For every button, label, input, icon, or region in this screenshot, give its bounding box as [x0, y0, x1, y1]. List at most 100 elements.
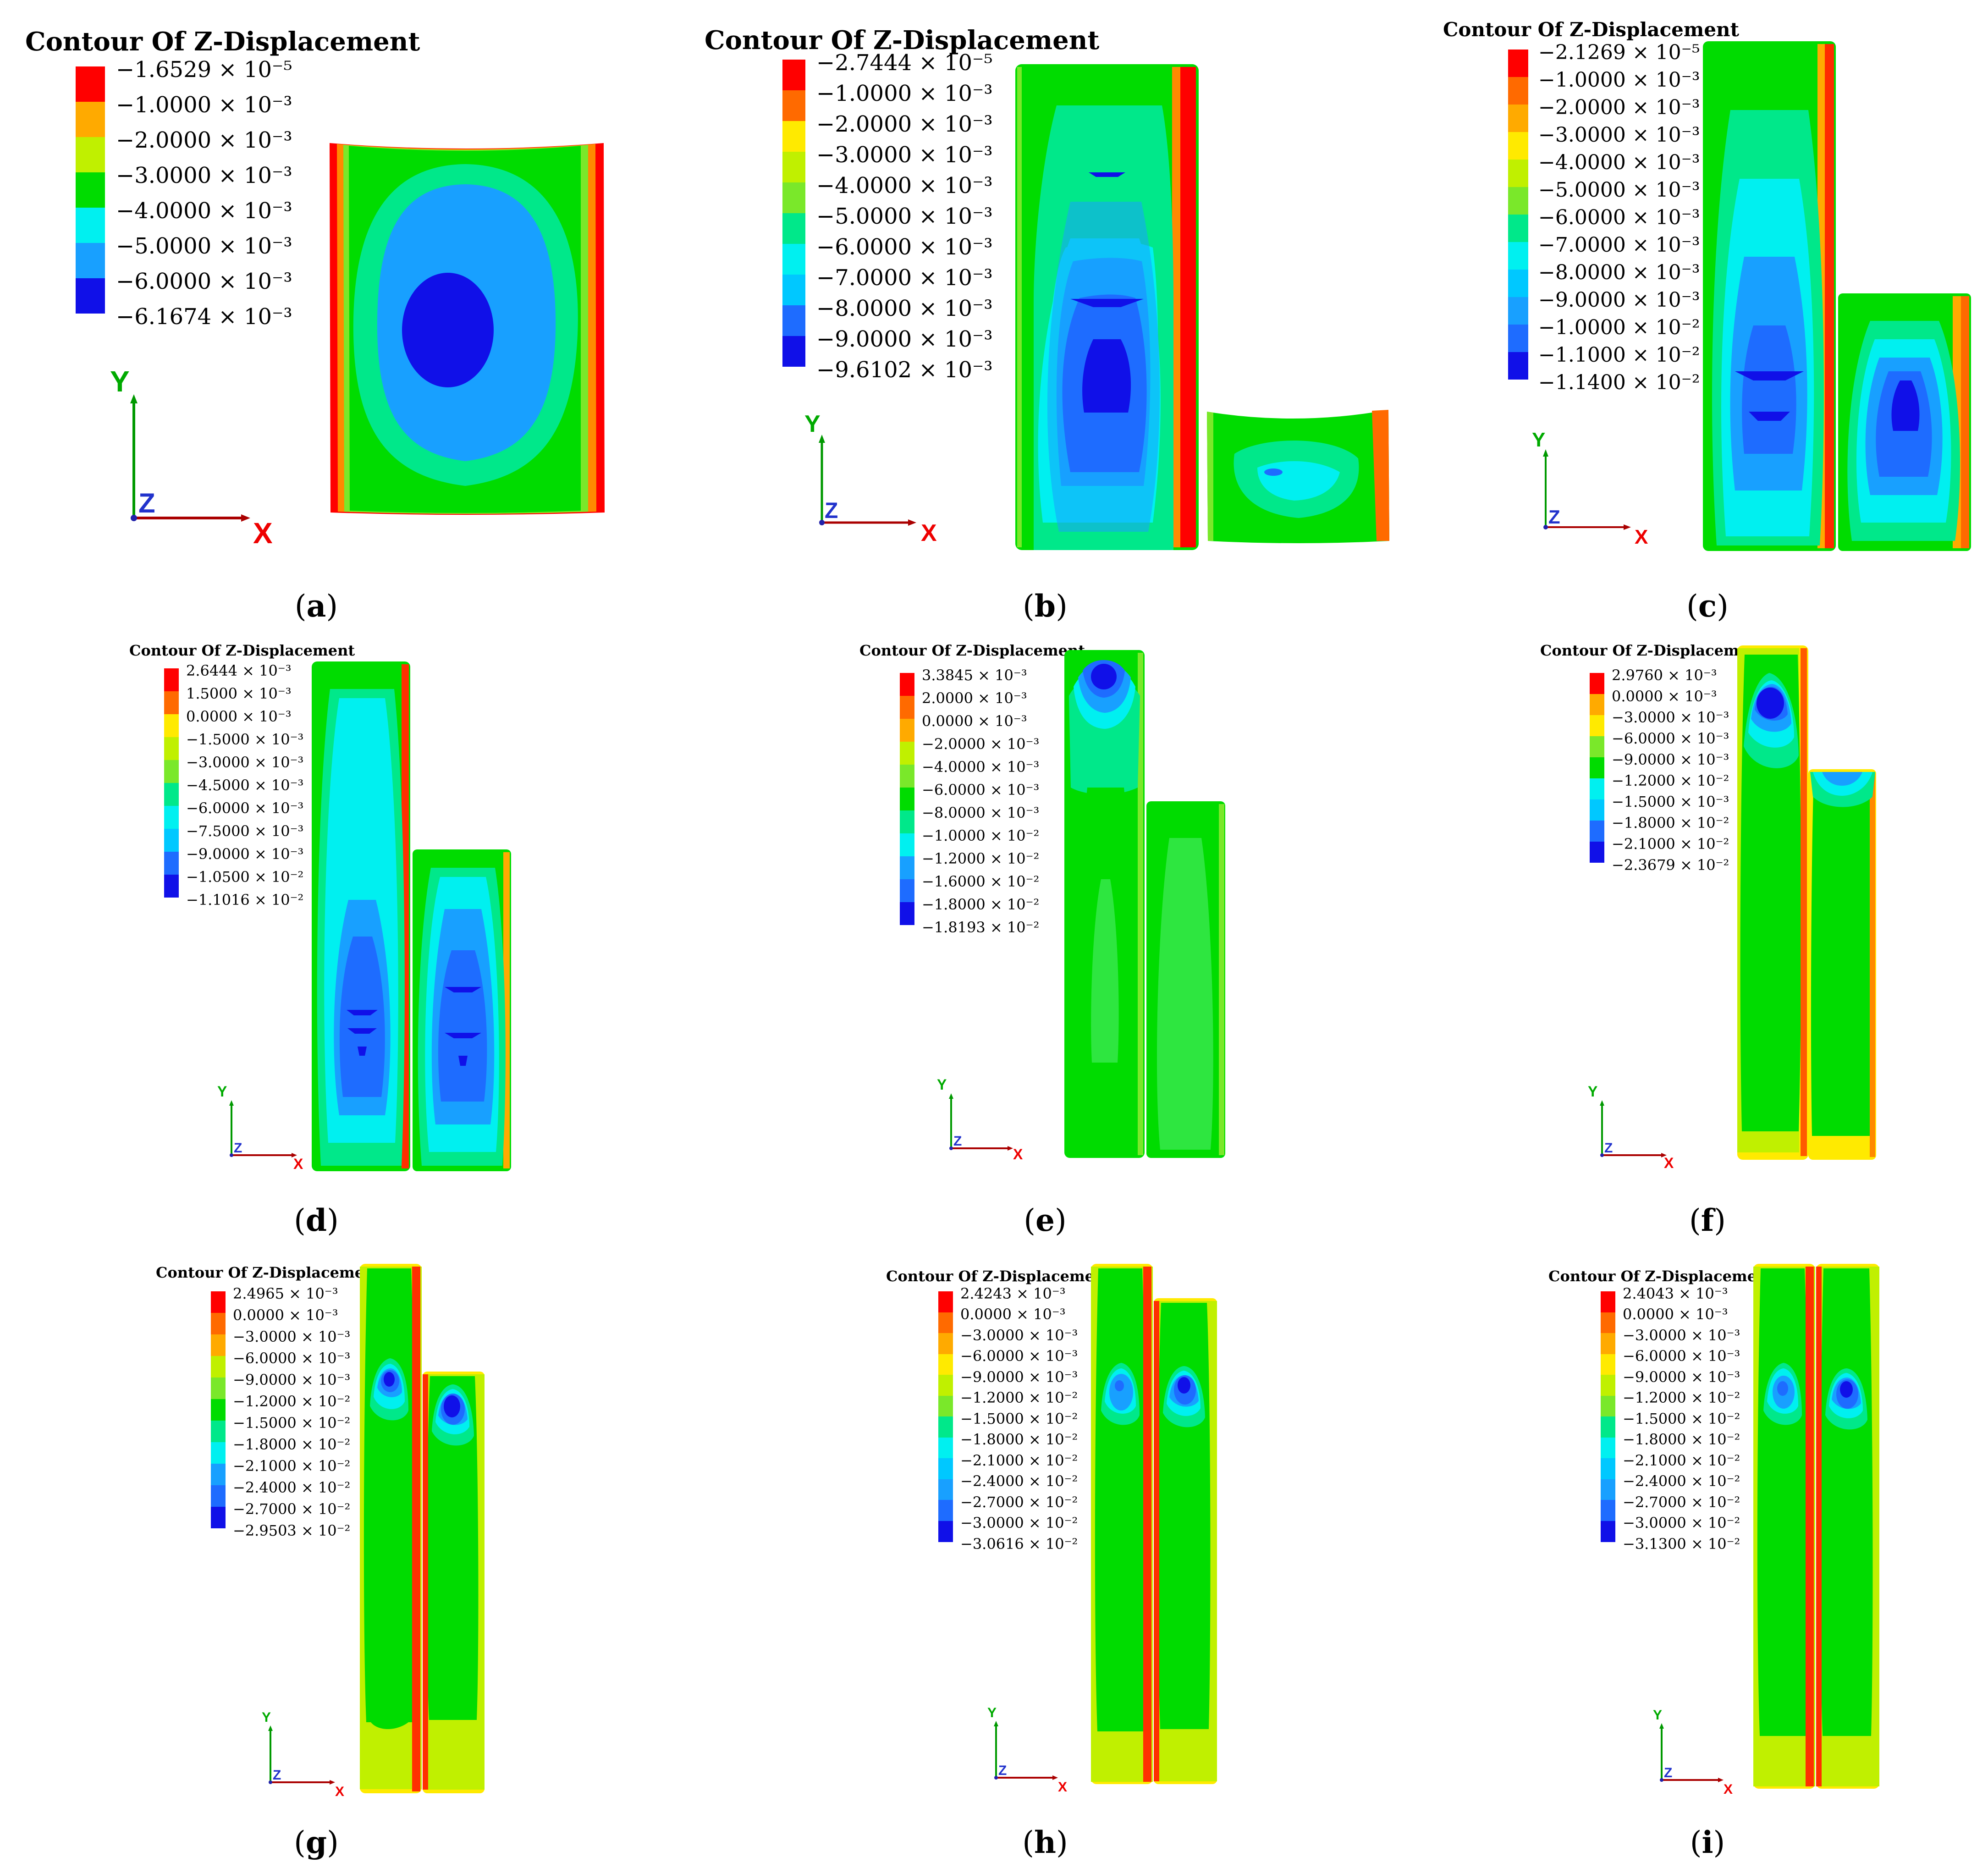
legend-swatch: [76, 208, 105, 243]
legend-swatch: [1590, 842, 1604, 863]
displacement-model: [413, 849, 511, 1171]
legend-label: −3.0000 × 10⁻²: [960, 1514, 1078, 1532]
displacement-model: [1737, 645, 1808, 1160]
legend-swatch: [1590, 715, 1604, 736]
legend-swatch: [938, 1416, 953, 1438]
displacement-model: [330, 143, 605, 515]
legend-label: −2.0000 × 10⁻³: [1538, 95, 1700, 119]
panel-i: Contour Of Z-Displacement 2.4043 × 10⁻³ 0…: [1325, 1245, 1987, 1868]
legend-label: 0.0000 × 10⁻³: [1612, 687, 1717, 705]
legend-label: −6.0000 × 10⁻³: [960, 1347, 1078, 1365]
legend-label: −5.0000 × 10⁻³: [116, 233, 292, 259]
panel-title: Contour Of Z-Displacement: [1443, 18, 1739, 41]
legend-label: 2.9760 × 10⁻³: [1612, 666, 1717, 684]
axis-label-z: Z: [825, 499, 838, 523]
legend-label: −9.6102 × 10⁻³: [816, 357, 993, 383]
legend-label: −1.2000 × 10⁻²: [922, 849, 1040, 867]
displacement-model: [1207, 410, 1389, 543]
legend-swatch: [211, 1442, 226, 1464]
legend-swatch: [211, 1291, 226, 1313]
axis-label-y: Y: [987, 1705, 997, 1720]
legend-swatch: [211, 1356, 226, 1378]
legend-swatch: [1601, 1375, 1615, 1396]
legend-swatch: [900, 833, 914, 856]
panel-caption: (e): [1024, 1202, 1067, 1238]
legend-label: −3.0000 × 10⁻³: [1538, 123, 1700, 147]
legend-label: −1.5000 × 10⁻²: [960, 1410, 1078, 1427]
legend-label: −2.3679 × 10⁻²: [1612, 856, 1729, 874]
legend-swatch: [1601, 1395, 1615, 1417]
legend-swatch: [938, 1375, 953, 1396]
legend-swatch: [1601, 1458, 1615, 1479]
panel-caption: (f): [1689, 1202, 1726, 1238]
legend-label: −4.0000 × 10⁻³: [816, 173, 993, 199]
legend-label: −1.2000 × 10⁻²: [1623, 1389, 1740, 1407]
legend-label: −1.6529 × 10⁻⁵: [116, 57, 292, 83]
displacement-model: [1753, 1264, 1815, 1789]
axis-label-z: Z: [273, 1768, 281, 1783]
legend-swatch: [211, 1464, 226, 1485]
legend-swatch: [1590, 694, 1604, 715]
legend-label: −2.7444 × 10⁻⁵: [816, 50, 993, 76]
axis-label-y: Y: [1532, 429, 1545, 451]
legend-swatch: [211, 1421, 226, 1442]
legend-label: −9.0000 × 10⁻³: [233, 1371, 351, 1389]
legend-label: −1.8000 × 10⁻²: [1612, 814, 1729, 832]
legend-label: −2.7000 × 10⁻²: [1623, 1493, 1740, 1511]
legend-label: −6.0000 × 10⁻³: [816, 234, 993, 260]
legend-label: −3.0000 × 10⁻³: [1612, 708, 1729, 726]
legend-label: −4.0000 × 10⁻³: [1538, 150, 1700, 174]
legend-swatch: [1601, 1416, 1615, 1438]
panel-title: Contour Of Z-Displacement: [705, 25, 1100, 55]
legend-swatch: [900, 742, 914, 765]
legend-label: −6.0000 × 10⁻³: [1538, 205, 1700, 229]
legend-swatch: [938, 1500, 953, 1521]
legend-swatch: [938, 1395, 953, 1417]
legend-label: −3.0000 × 10⁻³: [116, 163, 292, 189]
displacement-model: [1091, 1264, 1153, 1784]
legend-label: −1.1400 × 10⁻²: [1538, 370, 1700, 394]
axis-label-x: X: [921, 520, 937, 546]
legend-label: −1.1016 × 10⁻²: [186, 891, 304, 909]
panel-caption: (b): [1023, 588, 1068, 624]
legend-swatch: [76, 137, 105, 172]
legend-label: −8.0000 × 10⁻³: [1538, 260, 1700, 284]
panel-title: Contour Of Z-Displacement: [25, 27, 420, 57]
panel-f: Contour Of Z-Displacement 2.9760 × 10⁻³ 0…: [1325, 623, 1987, 1245]
axis-label-y: Y: [110, 365, 130, 398]
legend-swatch: [164, 760, 179, 783]
legend-label: −1.0500 × 10⁻²: [186, 868, 304, 886]
legend-swatch: [1508, 50, 1528, 77]
legend-swatch: [938, 1354, 953, 1375]
legend-label: −1.8000 × 10⁻²: [233, 1435, 351, 1453]
legend-label: −6.0000 × 10⁻³: [116, 269, 292, 295]
legend-swatch: [900, 765, 914, 788]
displacement-model: [1015, 64, 1199, 550]
legend-label: −1.6000 × 10⁻²: [922, 872, 1040, 890]
axis-label-z: Z: [1604, 1141, 1613, 1156]
legend-swatch: [938, 1291, 953, 1312]
axis-label-y: Y: [937, 1076, 947, 1093]
legend-swatch: [938, 1312, 953, 1333]
legend-swatch: [782, 275, 805, 305]
legend-swatch: [1508, 325, 1528, 352]
legend-swatch: [1508, 160, 1528, 187]
axis-label-x: X: [1724, 1782, 1733, 1797]
panel-title: Contour Of Z-Displacement: [1540, 642, 1766, 659]
panel-title: Contour Of Z-Displacement: [129, 642, 355, 659]
legend-swatch: [211, 1399, 226, 1421]
legend-swatch: [211, 1378, 226, 1399]
legend-label: −6.0000 × 10⁻³: [922, 781, 1040, 799]
legend-label: −1.2000 × 10⁻²: [960, 1389, 1078, 1407]
legend-label: −3.0000 × 10⁻³: [233, 1328, 351, 1345]
axis-label-x: X: [293, 1156, 303, 1172]
legend-swatch: [76, 278, 105, 314]
legend-swatch: [1590, 757, 1604, 778]
legend-swatch: [938, 1333, 953, 1354]
legend-swatch: [1590, 673, 1604, 694]
legend-swatch: [938, 1479, 953, 1500]
legend-label: −9.0000 × 10⁻³: [1538, 288, 1700, 312]
displacement-model: [1146, 801, 1225, 1158]
legend-label: −1.2000 × 10⁻²: [1612, 771, 1729, 789]
legend-swatch: [164, 783, 179, 806]
